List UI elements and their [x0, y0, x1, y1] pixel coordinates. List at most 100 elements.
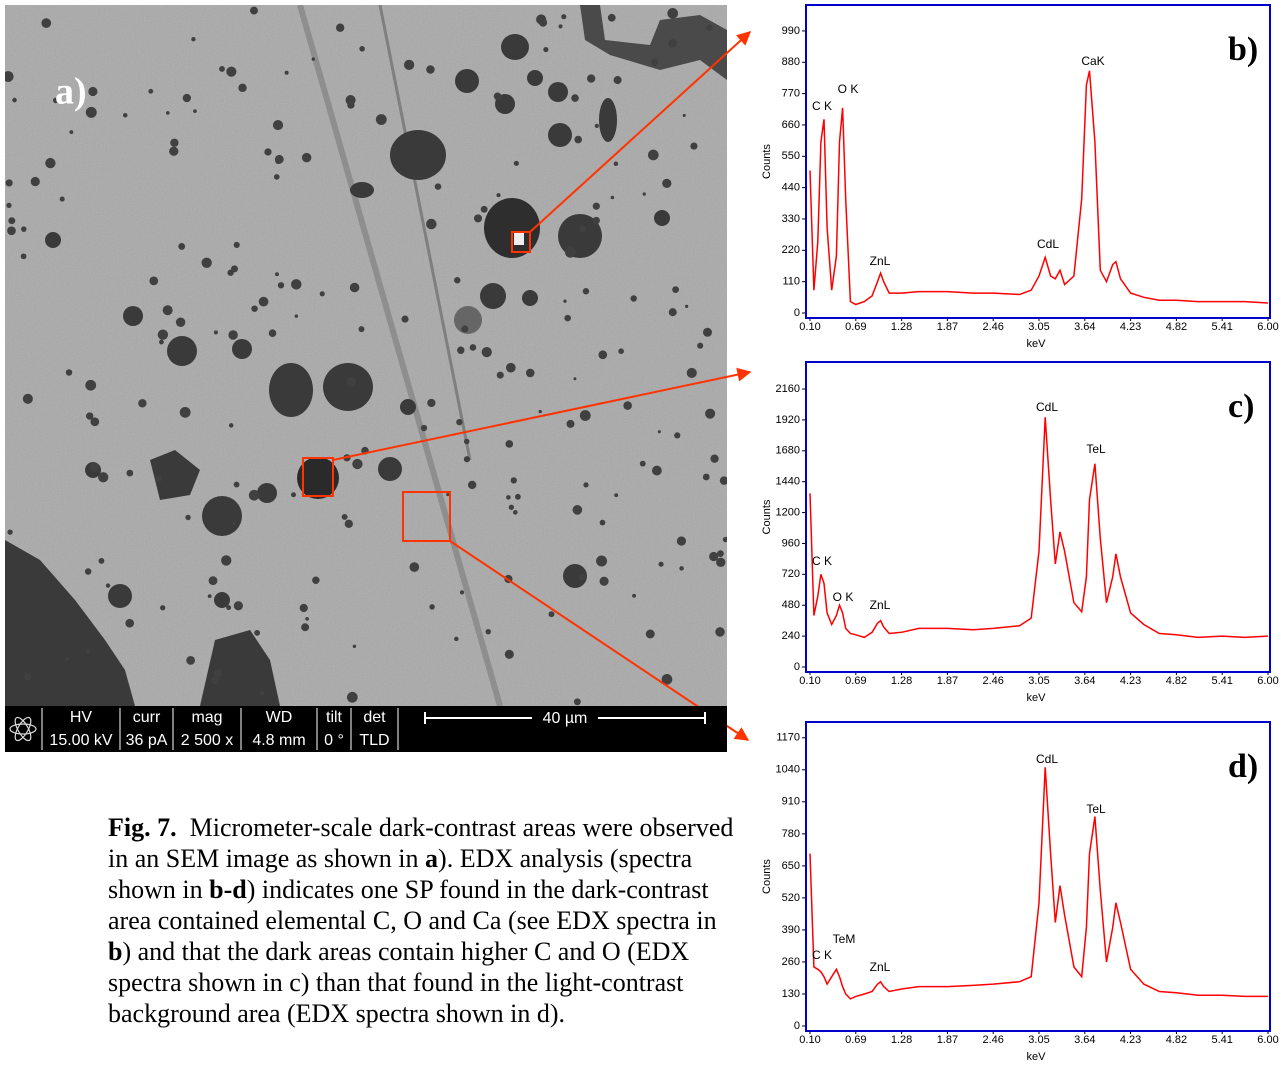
caption-part: ) and that the dark areas contain higher… [108, 937, 689, 1028]
dark-dot [496, 193, 500, 197]
dark-dot [149, 277, 158, 286]
dark-dot [515, 494, 521, 500]
dark-dot [563, 299, 566, 302]
y-tick-label: 720 [782, 568, 800, 580]
dark-dot [667, 8, 678, 19]
y-tick-label: 660 [782, 119, 800, 131]
x-tick-label: 2.46 [982, 321, 1003, 333]
peak-label: C K [812, 948, 832, 962]
dark-dot [264, 148, 271, 155]
y-tick-label: 1200 [776, 506, 800, 518]
y-axis-label: Counts [761, 859, 773, 894]
dark-dot [148, 89, 153, 94]
dark-dot [505, 440, 513, 448]
dark-dot [312, 57, 315, 60]
y-tick-label: 330 [782, 213, 800, 225]
dark-dot [559, 24, 563, 28]
x-axis-label: keV [1027, 338, 1047, 350]
dark-dot [564, 315, 571, 322]
dark-dot [312, 577, 319, 584]
dark-dot [614, 162, 618, 166]
dark-dot [21, 253, 27, 259]
y-tick-label: 0 [794, 1020, 800, 1032]
panel-label: a) [55, 71, 87, 113]
dark-dot [509, 505, 514, 510]
dark-dot [86, 649, 91, 654]
dark-dot [201, 258, 211, 268]
dark-dot [573, 377, 576, 380]
dark-dot [486, 629, 491, 634]
x-tick-label: 5.41 [1211, 321, 1232, 333]
peak-label: TeM [833, 932, 856, 946]
dark-dot [723, 537, 728, 542]
y-tick-label: 390 [782, 924, 800, 936]
dark-spot [123, 306, 143, 326]
dark-spot [527, 70, 543, 86]
dark-dot [238, 84, 246, 92]
dark-dot [249, 490, 260, 501]
x-tick-label: 0.69 [845, 675, 866, 687]
dark-dot [668, 39, 677, 48]
dark-dot [720, 476, 728, 484]
peak-label: TeL [1086, 442, 1106, 456]
page: a) 40 µm HV15.00 kVcurr36 pAmag2 500 xWD… [0, 0, 1281, 1065]
dark-dot [464, 439, 470, 445]
y-tick-label: 440 [782, 182, 800, 194]
peak-label: CdL [1036, 400, 1058, 414]
dark-dot [651, 59, 658, 66]
dark-dot [715, 627, 725, 637]
dark-dot [88, 87, 97, 96]
info-value: 0 ° [324, 732, 344, 749]
dark-dot [85, 568, 91, 574]
dark-dot [23, 394, 33, 404]
dark-dot [623, 401, 632, 410]
y-tick-label: 960 [782, 537, 800, 549]
dark-dot [291, 279, 301, 289]
dark-dot [618, 348, 624, 354]
dark-dot [347, 692, 358, 703]
dark-spot [390, 130, 446, 180]
dark-dot [90, 417, 99, 426]
dark-dot [5, 179, 12, 186]
dark-dot [138, 399, 146, 407]
dark-dot [580, 410, 591, 421]
dark-dot [346, 377, 356, 387]
caption-part: b-d [209, 875, 247, 904]
x-tick-label: 3.05 [1028, 675, 1049, 687]
info-label: curr [133, 709, 161, 726]
dark-dot [160, 605, 165, 610]
dark-dot [583, 482, 588, 487]
dark-spot [522, 290, 538, 306]
dark-dot [427, 399, 435, 407]
dark-dot [352, 459, 362, 469]
dark-dot [703, 474, 710, 481]
dark-dot [254, 630, 260, 636]
dark-dot [359, 326, 365, 332]
dark-dot [593, 217, 600, 224]
dark-dot [301, 623, 309, 631]
dark-spot [599, 98, 617, 142]
dark-dot [221, 555, 231, 565]
x-tick-label: 1.28 [891, 321, 912, 333]
dark-dot [435, 183, 442, 190]
x-tick-label: 1.87 [937, 1034, 958, 1046]
y-tick-label: 0 [794, 307, 800, 319]
dark-spot [350, 182, 374, 198]
info-label: mag [191, 709, 222, 726]
dark-dot [85, 380, 96, 391]
dark-dot [674, 432, 680, 438]
x-tick-label: 3.64 [1074, 321, 1095, 333]
x-tick-label: 0.69 [845, 1034, 866, 1046]
dark-spot [654, 210, 670, 226]
dark-dot [183, 94, 191, 102]
dark-dot [300, 604, 308, 612]
dark-dot [706, 24, 712, 30]
peak-label: ZnL [870, 254, 891, 268]
x-tick-label: 6.00 [1257, 321, 1278, 333]
dark-dot [60, 197, 65, 202]
dark-dot [21, 226, 27, 232]
y-tick-label: 0 [794, 661, 800, 673]
y-tick-label: 1680 [776, 445, 800, 457]
panel-label: d) [1228, 748, 1258, 785]
dark-dot [583, 288, 589, 294]
